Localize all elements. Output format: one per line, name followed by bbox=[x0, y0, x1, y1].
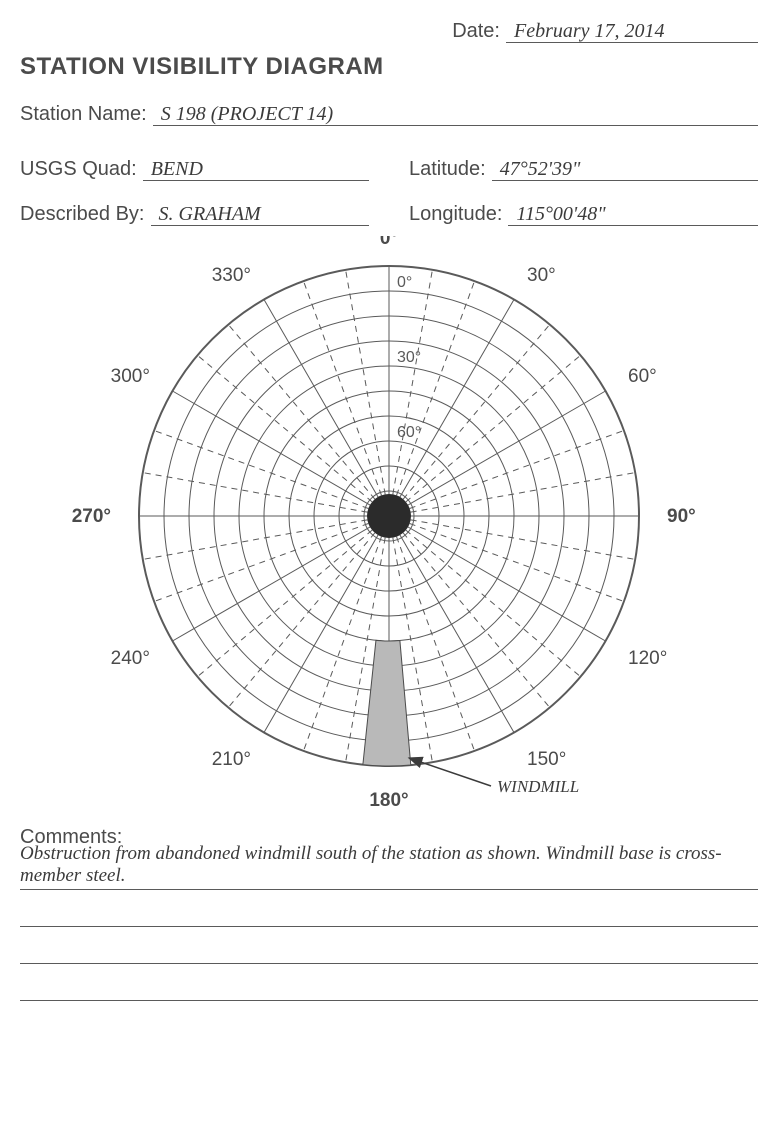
elevation-label: 60° bbox=[397, 424, 421, 441]
date-value: February 17, 2014 bbox=[506, 20, 758, 43]
visibility-diagram: 0° 30° 60° 90° 120° 150° 180° 210° 240° 270° 300° 3… bbox=[49, 236, 729, 816]
desc-value: S. GRAHAM bbox=[151, 203, 370, 226]
desc-lon-row: Described By: S. GRAHAM Longitude: 115°0… bbox=[20, 203, 758, 226]
elevation-label: 30° bbox=[397, 349, 421, 366]
comment-line bbox=[20, 964, 758, 1001]
azimuth-label: 150° bbox=[527, 749, 566, 770]
azimuth-label: 90° bbox=[667, 506, 696, 527]
azimuth-label: 210° bbox=[212, 749, 251, 770]
azimuth-label: 180° bbox=[369, 790, 408, 811]
usgs-value: BEND bbox=[143, 158, 369, 181]
azimuth-label: 330° bbox=[212, 265, 251, 286]
date-label: Date: bbox=[452, 20, 500, 43]
station-name-value: S 198 (PROJECT 14) bbox=[153, 103, 758, 126]
azimuth-label: 300° bbox=[111, 366, 150, 387]
usgs-lat-row: USGS Quad: BEND Latitude: 47°52'39" bbox=[20, 158, 758, 181]
station-name-label: Station Name: bbox=[20, 103, 147, 126]
date-row: Date: February 17, 2014 bbox=[20, 20, 758, 43]
azimuth-label: 270° bbox=[72, 506, 111, 527]
desc-label: Described By: bbox=[20, 203, 145, 226]
station-name-row: Station Name: S 198 (PROJECT 14) bbox=[20, 103, 758, 126]
azimuth-label: 120° bbox=[628, 648, 667, 669]
azimuth-label: 60° bbox=[628, 366, 657, 387]
usgs-label: USGS Quad: bbox=[20, 158, 137, 181]
lat-value: 47°52'39" bbox=[492, 158, 758, 181]
windmill-callout: WINDMILL bbox=[497, 777, 579, 796]
azimuth-label: 240° bbox=[111, 648, 150, 669]
azimuth-label: 30° bbox=[527, 265, 556, 286]
comment-line bbox=[20, 890, 758, 927]
elevation-label: 0° bbox=[397, 274, 412, 291]
comment-line: Obstruction from abandoned windmill sout… bbox=[20, 853, 758, 890]
comment-line bbox=[20, 927, 758, 964]
lon-value: 115°00'48" bbox=[508, 203, 758, 226]
page-title: STATION VISIBILITY DIAGRAM bbox=[20, 53, 758, 81]
azimuth-label: 0° bbox=[380, 236, 398, 249]
lat-label: Latitude: bbox=[409, 158, 486, 181]
lon-label: Longitude: bbox=[409, 203, 502, 226]
